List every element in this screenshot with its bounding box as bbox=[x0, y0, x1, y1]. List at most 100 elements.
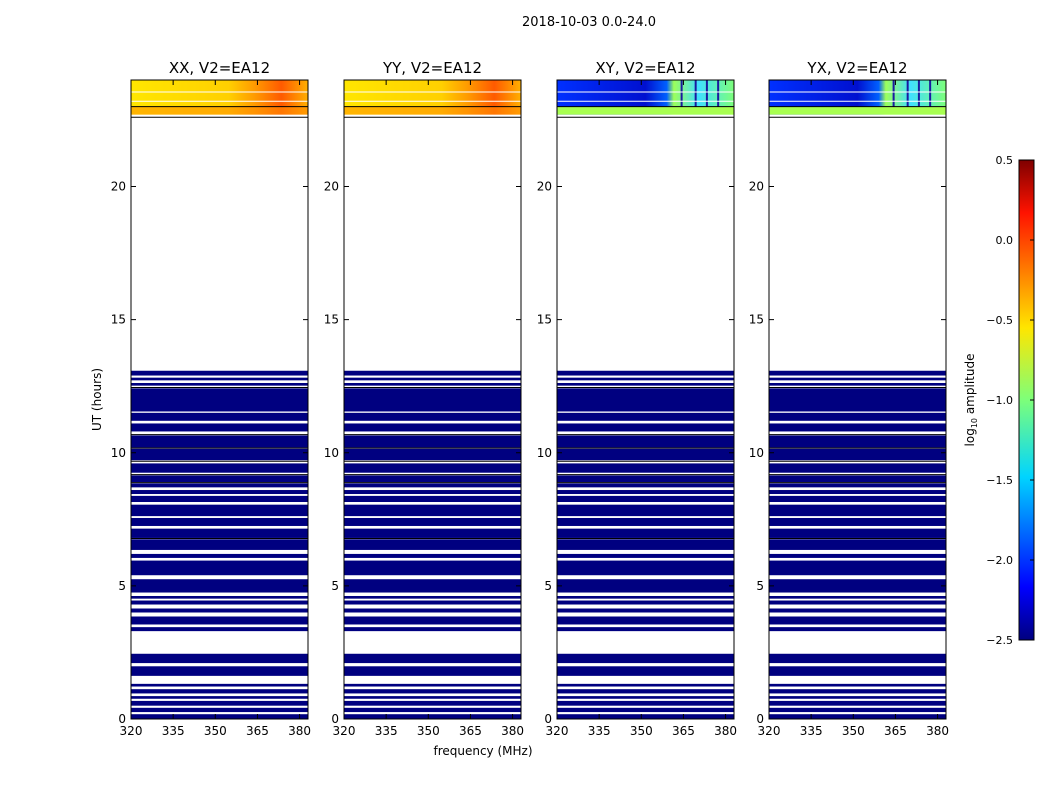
figure-title: 2018-10-03 0.0-24.0 bbox=[522, 15, 656, 30]
heatmap-band bbox=[344, 475, 521, 483]
heatmap-band bbox=[344, 700, 521, 706]
rfi-line bbox=[929, 80, 932, 107]
y-tick-label: 20 bbox=[324, 180, 339, 194]
heatmap-band bbox=[131, 463, 308, 473]
heatmap-band bbox=[344, 435, 521, 448]
heatmap-band bbox=[131, 707, 308, 713]
y-tick-label: 20 bbox=[749, 180, 764, 194]
x-tick-label: 320 bbox=[546, 724, 569, 738]
heatmap-band bbox=[769, 553, 946, 558]
heatmap-band bbox=[344, 714, 521, 719]
y-tick-label: 5 bbox=[118, 579, 126, 593]
y-tick-label: 15 bbox=[537, 313, 552, 327]
heatmap-band bbox=[557, 463, 734, 473]
heatmap-band bbox=[769, 666, 946, 676]
heatmap-band bbox=[131, 377, 308, 381]
heatmap-band bbox=[131, 714, 308, 719]
heatmap-band bbox=[344, 696, 521, 699]
panel-title: YX, V2=EA12 bbox=[806, 59, 907, 77]
x-tick-label: 365 bbox=[246, 724, 269, 738]
heatmap-band bbox=[131, 504, 308, 517]
heatmap-band bbox=[131, 696, 308, 699]
y-axis-label: UT (hours) bbox=[90, 368, 104, 431]
x-tick-label: 365 bbox=[884, 724, 907, 738]
heatmap-band bbox=[769, 483, 946, 488]
heatmap-band bbox=[131, 539, 308, 550]
y-tick-label: 20 bbox=[111, 180, 126, 194]
heatmap-band bbox=[769, 714, 946, 719]
heatmap-band bbox=[344, 377, 521, 381]
heatmap-band bbox=[344, 579, 521, 593]
heatmap-band bbox=[344, 448, 521, 461]
x-tick-label: 335 bbox=[800, 724, 823, 738]
y-tick-label: 5 bbox=[331, 579, 339, 593]
y-tick-label: 10 bbox=[111, 446, 126, 460]
heatmap-band bbox=[769, 539, 946, 550]
axes-frame bbox=[130, 79, 309, 720]
heatmap-band bbox=[557, 696, 734, 699]
colorbar-ticks: 0.5 0.0 −0.5 −1.0 −1.5 −2.0 −2.5 bbox=[986, 154, 1034, 647]
panels: XX, V2=EA12 320 335 350 365 380 0 5 10 15 20 UT (ho… bbox=[90, 59, 949, 758]
heatmap-band bbox=[769, 653, 946, 664]
rfi-line bbox=[717, 80, 720, 107]
rfi-line bbox=[694, 80, 697, 107]
heatmap-band bbox=[769, 463, 946, 473]
heatmap-band bbox=[557, 539, 734, 550]
heatmap-band bbox=[769, 504, 946, 517]
heatmap-band bbox=[131, 627, 308, 632]
heatmap-band bbox=[769, 370, 946, 376]
heatmap-band bbox=[131, 475, 308, 483]
heatmap-band bbox=[344, 517, 521, 526]
x-tick-label: 365 bbox=[459, 724, 482, 738]
heatmap-band bbox=[131, 595, 308, 599]
heatmap-band bbox=[344, 707, 521, 713]
heatmap-band bbox=[769, 707, 946, 713]
y-tick-label: 10 bbox=[537, 446, 552, 460]
y-tick-label: 20 bbox=[537, 180, 552, 194]
rfi-line bbox=[906, 80, 909, 107]
heatmap-band bbox=[557, 448, 734, 461]
heatmap-band bbox=[131, 382, 308, 386]
heatmap-band bbox=[344, 423, 521, 432]
rfi-line bbox=[892, 80, 895, 107]
x-tick-label: 320 bbox=[758, 724, 781, 738]
heatmap-band bbox=[344, 666, 521, 676]
heatmap-band bbox=[557, 600, 734, 605]
x-tick-label: 380 bbox=[714, 724, 737, 738]
heatmap-band bbox=[131, 490, 308, 495]
heatmap-band bbox=[557, 528, 734, 538]
x-tick-label: 335 bbox=[588, 724, 611, 738]
heatmap-band bbox=[557, 495, 734, 503]
heatmap-band bbox=[769, 423, 946, 432]
heatmap-top-strip bbox=[344, 106, 521, 115]
heatmap-band bbox=[131, 423, 308, 432]
heatmap-band bbox=[557, 435, 734, 448]
heatmap-band bbox=[769, 560, 946, 576]
axes-frame bbox=[556, 79, 735, 720]
heatmap-band bbox=[769, 382, 946, 386]
x-tick-label: 365 bbox=[672, 724, 695, 738]
heatmap-band bbox=[557, 608, 734, 613]
heatmap-band bbox=[131, 666, 308, 676]
heatmap-band bbox=[769, 608, 946, 613]
heatmap-band bbox=[557, 504, 734, 517]
heatmap-band bbox=[769, 490, 946, 495]
heatmap-band bbox=[131, 388, 308, 412]
heatmap-band bbox=[344, 504, 521, 517]
heatmap-band bbox=[769, 600, 946, 605]
rfi-line bbox=[680, 80, 683, 107]
rfi-line bbox=[705, 80, 708, 107]
heatmap-band bbox=[557, 653, 734, 664]
heatmap-band bbox=[557, 689, 734, 694]
y-tick-label: 0 bbox=[331, 712, 339, 726]
heatmap-band bbox=[557, 483, 734, 488]
x-tick-label: 335 bbox=[375, 724, 398, 738]
x-tick-label: 380 bbox=[501, 724, 524, 738]
y-tick-label: 5 bbox=[756, 579, 764, 593]
heatmap-band bbox=[131, 483, 308, 488]
colorbar-tick-label: 0.0 bbox=[996, 234, 1014, 247]
heatmap-band bbox=[344, 388, 521, 412]
heatmap-band bbox=[344, 483, 521, 488]
x-tick-label: 350 bbox=[842, 724, 865, 738]
